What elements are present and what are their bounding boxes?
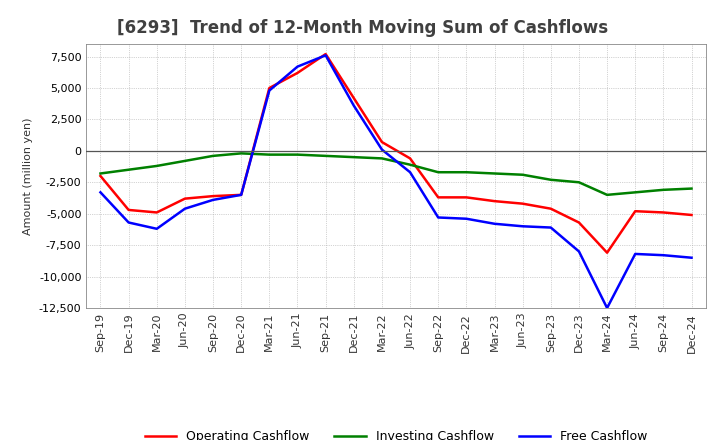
Investing Cashflow bbox=[575, 180, 583, 185]
Free Cashflow bbox=[181, 206, 189, 211]
Investing Cashflow bbox=[349, 154, 358, 160]
Investing Cashflow bbox=[96, 171, 105, 176]
Operating Cashflow bbox=[265, 85, 274, 91]
Free Cashflow bbox=[546, 225, 555, 230]
Free Cashflow bbox=[603, 305, 611, 311]
Free Cashflow bbox=[575, 249, 583, 254]
Investing Cashflow bbox=[153, 163, 161, 169]
Free Cashflow bbox=[349, 103, 358, 108]
Operating Cashflow bbox=[181, 196, 189, 201]
Operating Cashflow bbox=[406, 156, 415, 161]
Free Cashflow bbox=[687, 255, 696, 260]
Operating Cashflow bbox=[125, 207, 133, 213]
Operating Cashflow bbox=[209, 194, 217, 199]
Line: Investing Cashflow: Investing Cashflow bbox=[101, 154, 691, 195]
Investing Cashflow bbox=[546, 177, 555, 183]
Line: Operating Cashflow: Operating Cashflow bbox=[101, 54, 691, 253]
Operating Cashflow bbox=[293, 70, 302, 76]
Free Cashflow bbox=[518, 224, 527, 229]
Operating Cashflow bbox=[434, 195, 443, 200]
Investing Cashflow bbox=[434, 169, 443, 175]
Investing Cashflow bbox=[237, 151, 246, 156]
Operating Cashflow bbox=[603, 250, 611, 255]
Investing Cashflow bbox=[490, 171, 499, 176]
Investing Cashflow bbox=[293, 152, 302, 157]
Operating Cashflow bbox=[518, 201, 527, 206]
Operating Cashflow bbox=[659, 210, 667, 215]
Operating Cashflow bbox=[377, 139, 386, 145]
Free Cashflow bbox=[490, 221, 499, 227]
Investing Cashflow bbox=[687, 186, 696, 191]
Free Cashflow bbox=[96, 190, 105, 195]
Investing Cashflow bbox=[603, 192, 611, 198]
Text: [6293]  Trend of 12-Month Moving Sum of Cashflows: [6293] Trend of 12-Month Moving Sum of C… bbox=[117, 19, 608, 37]
Operating Cashflow bbox=[575, 220, 583, 225]
Free Cashflow bbox=[462, 216, 471, 221]
Investing Cashflow bbox=[125, 167, 133, 172]
Free Cashflow bbox=[265, 88, 274, 93]
Operating Cashflow bbox=[687, 213, 696, 218]
Investing Cashflow bbox=[659, 187, 667, 192]
Operating Cashflow bbox=[462, 195, 471, 200]
Investing Cashflow bbox=[462, 169, 471, 175]
Free Cashflow bbox=[377, 147, 386, 152]
Free Cashflow bbox=[659, 253, 667, 258]
Investing Cashflow bbox=[377, 156, 386, 161]
Free Cashflow bbox=[237, 192, 246, 198]
Free Cashflow bbox=[153, 226, 161, 231]
Investing Cashflow bbox=[321, 153, 330, 158]
Legend: Operating Cashflow, Investing Cashflow, Free Cashflow: Operating Cashflow, Investing Cashflow, … bbox=[140, 425, 652, 440]
Free Cashflow bbox=[434, 215, 443, 220]
Investing Cashflow bbox=[518, 172, 527, 177]
Investing Cashflow bbox=[631, 190, 639, 195]
Free Cashflow bbox=[406, 169, 415, 175]
Line: Free Cashflow: Free Cashflow bbox=[101, 55, 691, 308]
Free Cashflow bbox=[321, 53, 330, 58]
Free Cashflow bbox=[125, 220, 133, 225]
Operating Cashflow bbox=[96, 173, 105, 179]
Operating Cashflow bbox=[153, 210, 161, 215]
Operating Cashflow bbox=[321, 51, 330, 57]
Investing Cashflow bbox=[181, 158, 189, 164]
Operating Cashflow bbox=[349, 95, 358, 101]
Investing Cashflow bbox=[209, 153, 217, 158]
Free Cashflow bbox=[293, 64, 302, 69]
Investing Cashflow bbox=[406, 162, 415, 167]
Free Cashflow bbox=[631, 251, 639, 257]
Free Cashflow bbox=[209, 197, 217, 202]
Investing Cashflow bbox=[265, 152, 274, 157]
Operating Cashflow bbox=[631, 209, 639, 214]
Y-axis label: Amount (million yen): Amount (million yen) bbox=[23, 117, 33, 235]
Operating Cashflow bbox=[490, 198, 499, 204]
Operating Cashflow bbox=[546, 206, 555, 211]
Operating Cashflow bbox=[237, 192, 246, 198]
